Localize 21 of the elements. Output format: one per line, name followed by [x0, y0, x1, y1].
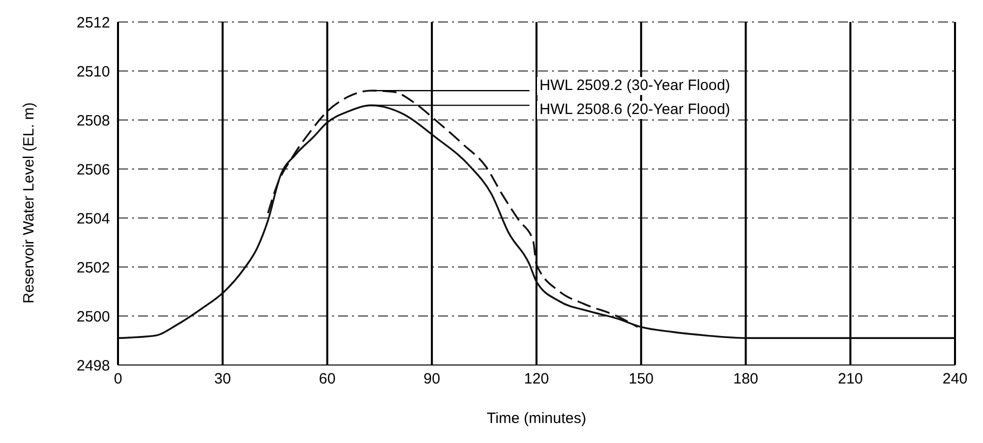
y-tick-label: 2500	[76, 308, 110, 326]
y-tick-label: 2506	[76, 161, 110, 178]
x-tick-label: 150	[628, 370, 654, 388]
y-axis-title: Reservoir Water Level (EL. m)	[20, 102, 38, 304]
x-tick-label: 0	[114, 370, 122, 388]
y-tick-label: 2498	[76, 357, 110, 374]
x-tick-label: 240	[942, 370, 968, 388]
y-tick-label: 2512	[76, 14, 110, 32]
x-tick-label: 90	[424, 370, 440, 388]
x-tick-label: 210	[838, 370, 863, 388]
annotation: HWL 2509.2 (30-Year Flood)	[536, 76, 734, 95]
x-tick-label: 30	[214, 370, 231, 388]
x-axis-title: Time (minutes)	[486, 410, 586, 427]
y-tick-label: 2502	[76, 259, 110, 276]
x-tick-label: 60	[318, 370, 336, 388]
annotation: HWL 2508.6 (20-Year Flood)	[536, 101, 734, 120]
y-tick-label: 2504	[76, 210, 110, 228]
y-tick-label: 2508	[76, 112, 110, 130]
x-tick-label: 180	[733, 370, 758, 388]
y-tick-label: 2510	[76, 63, 110, 80]
x-tick-label: 120	[524, 370, 550, 388]
